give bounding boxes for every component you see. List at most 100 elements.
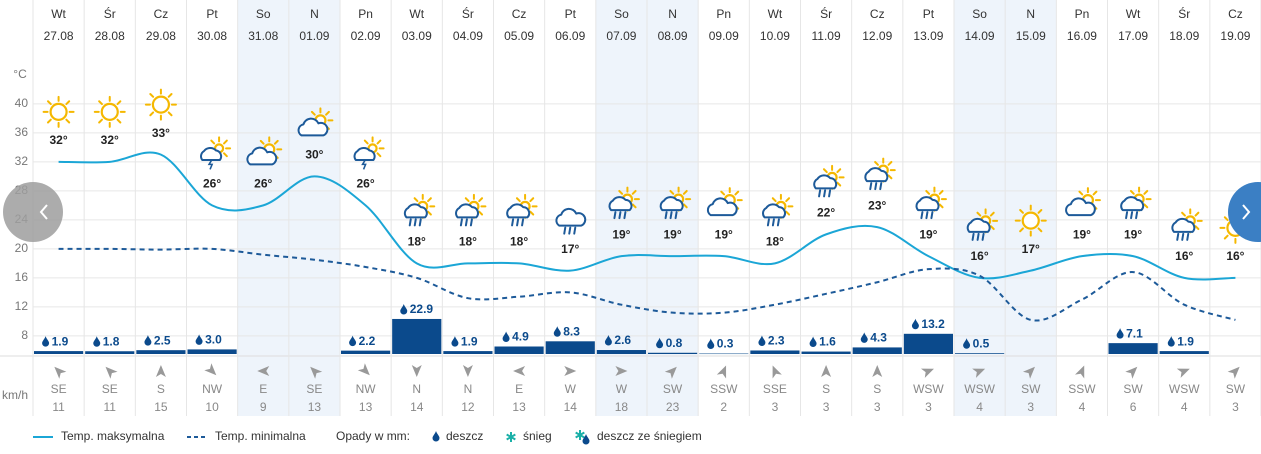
rain-streak: [1186, 232, 1190, 241]
sun-ray: [167, 111, 173, 117]
wind-arrow: [310, 366, 323, 379]
sun-ray: [836, 181, 842, 187]
wind-speed: 13: [512, 400, 526, 414]
wind-arrow: [357, 363, 370, 376]
wind-direction: W: [565, 382, 577, 396]
precip-bar: [801, 351, 851, 354]
sun-ray: [515, 197, 521, 203]
date: 09.09: [709, 29, 739, 43]
wind-direction: NW: [202, 382, 223, 396]
sun-icon: [93, 95, 126, 128]
legend-label: deszcz: [446, 429, 483, 443]
date: 18.09: [1169, 29, 1199, 43]
legend-sleet-icon: [575, 431, 585, 439]
precip-label: 1.8: [103, 334, 120, 348]
wind-arrow: [54, 366, 67, 379]
date: 11.09: [812, 29, 841, 43]
drop-icon: [349, 335, 357, 347]
max-temp-label: 17°: [1022, 242, 1040, 256]
wind-direction: N: [464, 382, 473, 396]
rain-streak: [618, 211, 622, 220]
sun-ray: [464, 197, 470, 203]
drop-icon: [911, 318, 919, 330]
weekday: So: [256, 7, 271, 21]
sun-ray: [938, 203, 944, 209]
sun-ray: [310, 110, 316, 116]
max-temp-label: 33°: [152, 126, 170, 140]
precip-label: 1.9: [461, 334, 478, 348]
sun-icon: [42, 95, 75, 128]
sun-ray: [1181, 211, 1186, 217]
precip-bar: [392, 318, 442, 354]
legend-snow-icon: [506, 433, 516, 441]
precip-bar: [34, 351, 84, 354]
sun-ray: [427, 197, 432, 203]
nav-next[interactable]: [1228, 182, 1261, 242]
precip-bar: [699, 353, 749, 355]
weekday: Wt: [768, 7, 783, 21]
sun-ray: [376, 139, 382, 145]
rain-streak: [464, 218, 468, 227]
wind-direction: SE: [51, 382, 67, 396]
date: 03.09: [402, 29, 432, 43]
drop-icon: [656, 337, 664, 349]
sun-ray: [734, 190, 740, 196]
rain-streak: [669, 211, 673, 220]
max-temp-label: 23°: [868, 198, 886, 212]
precip-label: 2.5: [154, 333, 171, 347]
max-temp-label: 16°: [971, 249, 989, 263]
sun-ray: [529, 197, 535, 203]
wind-direction: WSW: [964, 382, 995, 396]
rain-streak: [563, 226, 567, 235]
sun-ray: [887, 174, 893, 180]
wind-arrow: [716, 365, 727, 379]
max-temp-label: 19°: [1073, 227, 1091, 241]
date: 16.09: [1067, 29, 1097, 43]
wind-direction: SSW: [710, 382, 738, 396]
date: 15.09: [1016, 29, 1046, 43]
nav-prev[interactable]: [3, 182, 63, 242]
legend-label: śnieg: [523, 429, 552, 443]
max-temp-label: 32°: [101, 133, 119, 147]
legend-label: Temp. minimalna: [215, 429, 306, 443]
rain-streak: [879, 182, 883, 191]
wind-arrow: [155, 365, 166, 377]
sun-ray: [223, 139, 228, 145]
precip-label: 2.6: [614, 333, 631, 347]
wind-arrow: [1125, 366, 1138, 379]
max-temp-label: 17°: [561, 242, 579, 256]
sun-ray: [116, 118, 122, 124]
rain-streak: [1125, 211, 1129, 220]
wind-direction: NW: [356, 382, 377, 396]
sun-ray: [478, 197, 484, 203]
sun-ray: [46, 100, 52, 106]
precip-bar: [443, 351, 493, 354]
max-temp-label: 19°: [1124, 227, 1142, 241]
sun-ray: [65, 118, 71, 124]
sun-ray: [1037, 209, 1043, 214]
sun-icon: [1014, 204, 1047, 237]
drop-icon: [707, 338, 715, 350]
nav-prev-chevron: [39, 204, 48, 220]
sun-disc: [49, 102, 68, 121]
rain-streak: [869, 182, 873, 191]
rain-streak: [568, 226, 572, 235]
sun-ray: [167, 93, 173, 98]
wind-arrow: [872, 365, 883, 377]
drop-icon: [42, 336, 50, 347]
wind-direction: SW: [1123, 382, 1143, 396]
y-tick-label: 8: [21, 328, 28, 342]
wind-speed: 3: [823, 400, 830, 414]
wind-arrow: [821, 365, 832, 377]
wind-direction: SSW: [1068, 382, 1096, 396]
weekday: Śr: [1178, 6, 1190, 21]
rain-streak: [408, 218, 412, 227]
rain-streak: [469, 218, 473, 227]
wind-arrow: [564, 366, 577, 376]
sun-ray: [223, 152, 228, 158]
date: 27.08: [44, 29, 74, 43]
rain-streak: [776, 218, 780, 227]
cloud-icon: [353, 147, 376, 161]
y-tick-label: 16: [15, 270, 29, 284]
min-temp-line: [58, 247, 1236, 322]
